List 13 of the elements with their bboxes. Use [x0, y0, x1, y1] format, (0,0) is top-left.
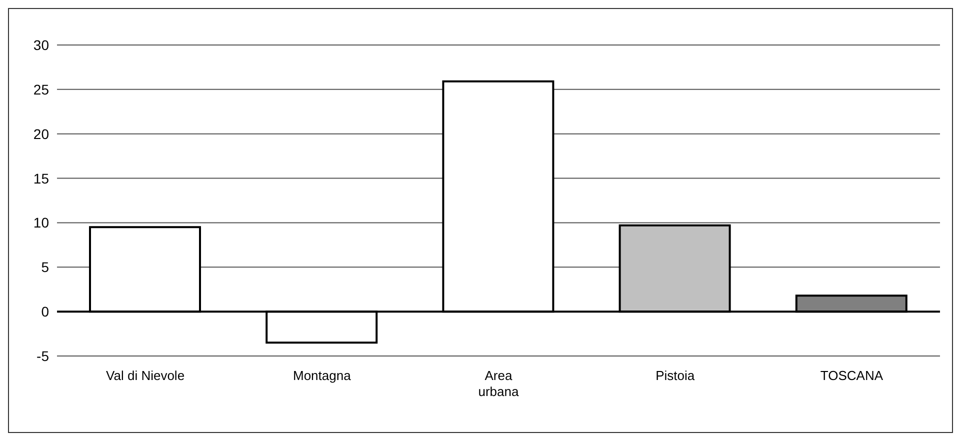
y-tick-label: 30 — [33, 36, 50, 53]
x-tick-label: Area urbana — [478, 368, 520, 399]
y-tick-label: 20 — [33, 126, 50, 142]
x-tick-label: TOSCANA — [820, 368, 884, 383]
x-tick-label: Montagna — [292, 368, 352, 383]
y-tick-label: -5 — [36, 348, 50, 364]
y-tick-label: 0 — [41, 304, 50, 320]
y-tick-label: 15 — [33, 170, 50, 186]
y-tick-label: 25 — [33, 81, 50, 98]
x-tick-label: Val di Nievole — [106, 368, 185, 383]
y-tick-label: 5 — [41, 259, 50, 276]
y-tick-label: 10 — [33, 214, 50, 231]
x-tick-label: Pistoia — [656, 368, 696, 383]
